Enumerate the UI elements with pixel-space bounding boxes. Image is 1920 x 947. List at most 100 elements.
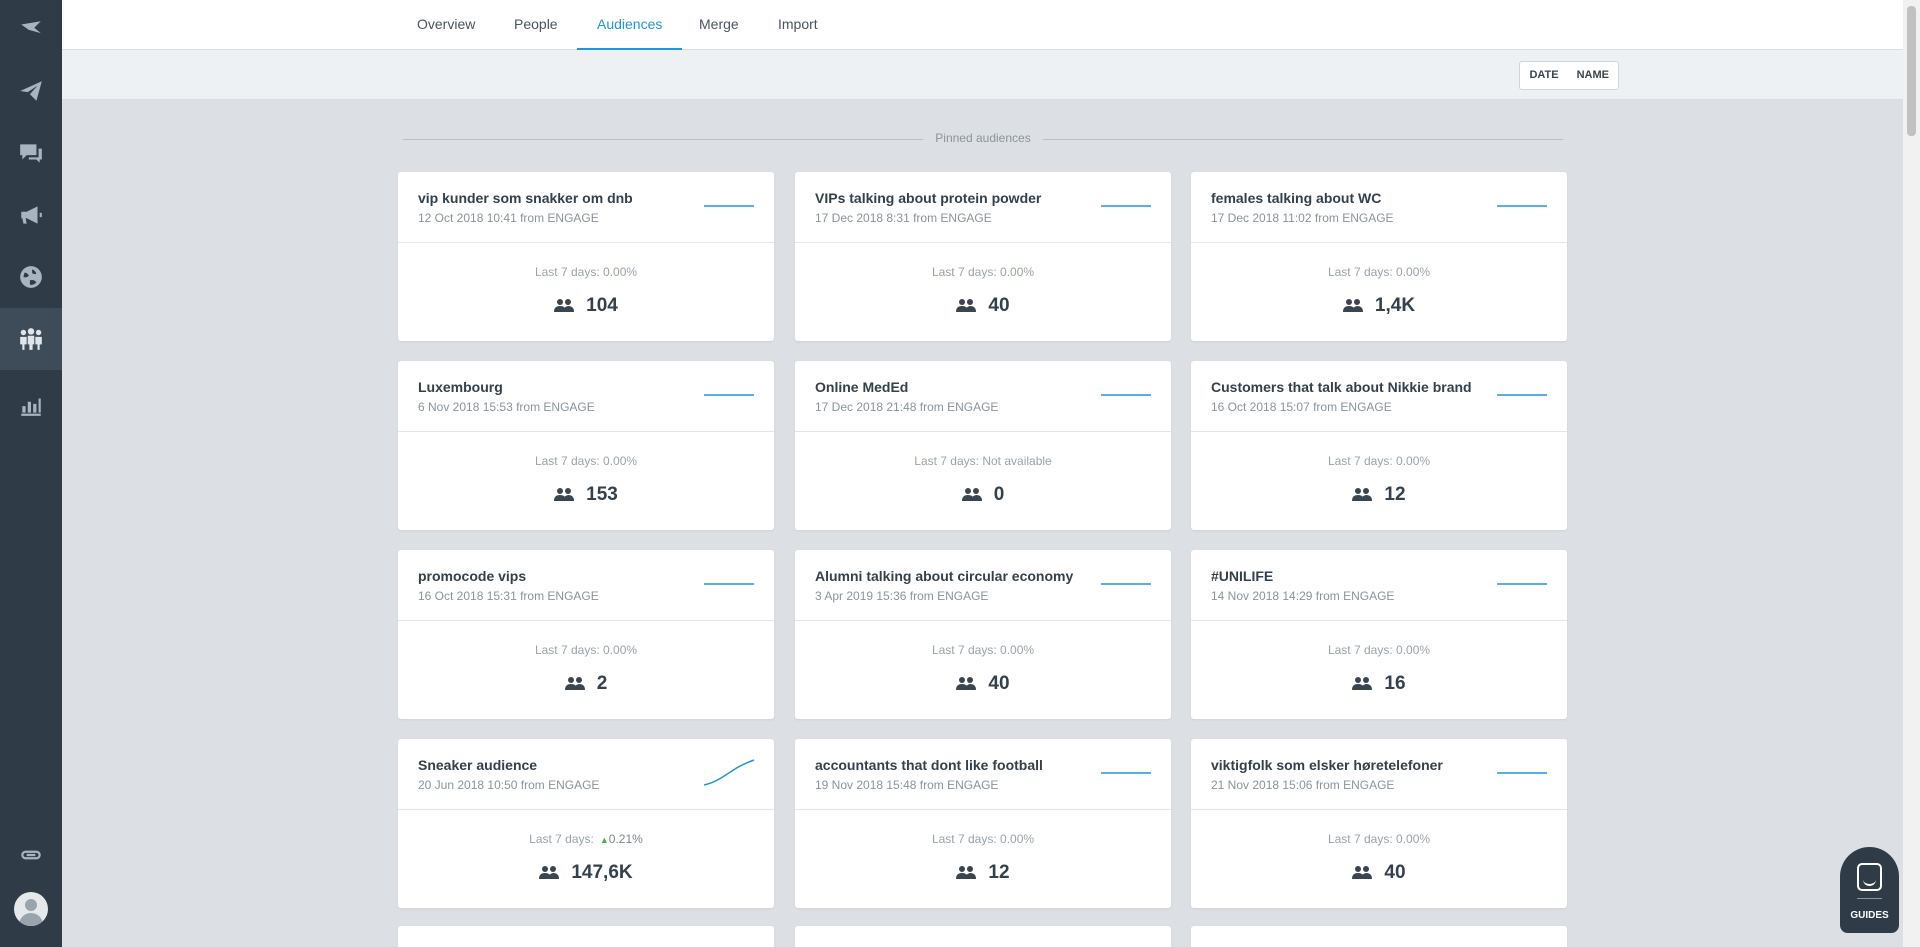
growth-value: 0.00% [1396, 454, 1431, 468]
tab-merge[interactable]: Merge [699, 16, 739, 32]
audience-count: 147,6K [398, 862, 774, 884]
card-header: Customers that talk about Nikkie brand 16… [1191, 361, 1567, 432]
audience-meta: 17 Dec 2018 11:02 from ENGAGE [1211, 211, 1394, 225]
growth-value: 0.00% [1000, 832, 1035, 846]
growth-label: Last 7 days: [534, 454, 600, 468]
sparkline [1101, 394, 1151, 396]
card-header: Alumni talking about circular economy 3 A… [795, 550, 1171, 621]
audience-name: Alumni talking about circular economy [815, 568, 1074, 584]
card-header: viktigfolk som elsker høretelefoner 21 No… [1191, 739, 1567, 810]
growth-label: Last 7 days: [534, 643, 600, 657]
analytics-icon[interactable] [0, 374, 62, 436]
audience-count: 40 [795, 673, 1171, 695]
tab-people[interactable]: People [514, 16, 558, 32]
audience-count: 16 [1191, 673, 1567, 695]
audience-count: 1,4K [1191, 295, 1567, 317]
audience-card[interactable]: VIPs talking about protein powder 17 Dec … [795, 172, 1171, 341]
audience-count: 153 [398, 484, 774, 506]
guides-button[interactable]: GUIDES [1840, 847, 1899, 933]
sparkline [1101, 772, 1151, 774]
growth-label: Last 7 days: [914, 454, 979, 468]
megaphone-icon[interactable] [0, 184, 62, 246]
send-icon[interactable] [0, 60, 62, 122]
audience-card[interactable]: Alumni talking about circular economy 3 A… [795, 550, 1171, 719]
people-icon [956, 673, 988, 694]
growth-label: Last 7 days: [931, 832, 997, 846]
audience-card[interactable]: females talking about WC 17 Dec 2018 11:0… [1191, 172, 1567, 341]
card-header: accountants that dont like football 19 No… [795, 739, 1171, 810]
sort-name-button[interactable]: NAME [1576, 69, 1609, 81]
growth-label: Last 7 days: [529, 832, 594, 846]
count-value: 1,4K [1374, 295, 1416, 316]
audience-card[interactable] [795, 926, 1171, 947]
growth-label: Last 7 days: [1327, 265, 1393, 279]
audience-name: VIPs talking about protein powder [815, 190, 1042, 206]
audience-count: 40 [795, 295, 1171, 317]
audience-card[interactable]: #UNILIFE 14 Nov 2018 14:29 from ENGAGE Las… [1191, 550, 1567, 719]
sparkline [703, 759, 755, 786]
count-value: 2 [596, 673, 608, 694]
sparkline [1497, 772, 1547, 774]
growth-row: Last 7 days: 0.00% [1191, 643, 1567, 657]
audience-card[interactable]: Customers that talk about Nikkie brand 16… [1191, 361, 1567, 530]
count-value: 40 [988, 295, 1010, 316]
growth-label: Last 7 days: [931, 265, 997, 279]
guides-divider [1857, 898, 1882, 899]
card-header: #UNILIFE 14 Nov 2018 14:29 from ENGAGE [1191, 550, 1567, 621]
section-divider: Pinned audiences [403, 131, 1563, 147]
tab-import[interactable]: Import [778, 16, 818, 32]
link-icon[interactable] [0, 824, 62, 886]
toolbar: DATE NAME [62, 50, 1904, 100]
sort-toggle: DATE NAME [1519, 61, 1619, 90]
sparkline [1497, 583, 1547, 585]
audience-card[interactable]: Sneaker audience 20 Jun 2018 10:50 from E… [398, 739, 774, 908]
audience-card[interactable]: accountants that dont like football 19 No… [795, 739, 1171, 908]
avatar[interactable] [14, 892, 48, 926]
people-icon [554, 295, 586, 316]
growth-row: Last 7 days: 0.00% [1191, 832, 1567, 846]
audience-card[interactable]: Luxembourg 6 Nov 2018 15:53 from ENGAGE La… [398, 361, 774, 530]
growth-row: Last 7 days: 0.00% [795, 832, 1171, 846]
people-icon [961, 484, 994, 505]
people-icon [1352, 484, 1384, 505]
audience-name: females talking about WC [1211, 190, 1382, 206]
audience-count: 2 [398, 673, 774, 695]
audience-count: 40 [1191, 862, 1567, 884]
scrollbar-thumb[interactable] [1907, 6, 1916, 136]
audience-name: Sneaker audience [418, 757, 538, 773]
tab-overview[interactable]: Overview [417, 16, 476, 32]
growth-value: 0.00% [1000, 265, 1035, 279]
scrollbar[interactable] [1903, 0, 1920, 947]
sparkline [704, 205, 754, 207]
audience-card[interactable]: Online MedEd 17 Dec 2018 21:48 from ENGAG… [795, 361, 1171, 530]
globe-icon[interactable] [0, 246, 62, 308]
divider-line-right [1043, 139, 1563, 140]
audience-card[interactable]: viktigfolk som elsker høretelefoner 21 No… [1191, 739, 1567, 908]
count-value: 16 [1384, 673, 1406, 694]
audience-card[interactable]: promocode vips 16 Oct 2018 15:31 from ENG… [398, 550, 774, 719]
people-icon [956, 295, 988, 316]
count-value: 40 [1384, 862, 1406, 883]
audience-count: 12 [1191, 484, 1567, 506]
growth-value: 0.00% [603, 265, 638, 279]
tab-audiences[interactable]: Audiences [577, 0, 683, 50]
audience-meta: 17 Dec 2018 21:48 from ENGAGE [815, 400, 999, 414]
sparkline [1101, 205, 1151, 207]
logo-icon[interactable] [0, 0, 62, 62]
count-value: 12 [988, 862, 1010, 883]
audience-card[interactable]: vip kunder som snakker om dnb 12 Oct 2018… [398, 172, 774, 341]
audiences-icon[interactable] [0, 308, 62, 370]
card-header: VIPs talking about protein powder 17 Dec … [795, 172, 1171, 243]
chat-icon[interactable] [0, 122, 62, 184]
people-icon [539, 862, 571, 883]
audience-card[interactable] [1191, 926, 1567, 947]
count-value: 40 [988, 673, 1010, 694]
audience-card[interactable] [398, 926, 774, 947]
card-header: females talking about WC 17 Dec 2018 11:0… [1191, 172, 1567, 243]
sort-date-button[interactable]: DATE [1529, 69, 1559, 81]
audience-count: 12 [795, 862, 1171, 884]
audience-name: Customers that talk about Nikkie brand [1211, 379, 1472, 395]
growth-value: 0.00% [603, 454, 638, 468]
audience-meta: 3 Apr 2019 15:36 from ENGAGE [815, 589, 989, 603]
growth-label: Last 7 days: [1327, 832, 1393, 846]
